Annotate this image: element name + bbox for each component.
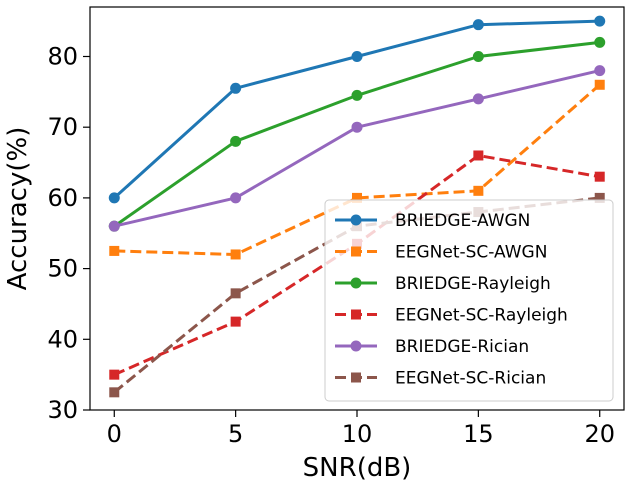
legend-box [324, 199, 614, 402]
data-point [351, 89, 363, 101]
data-point [472, 93, 484, 105]
legend-label: EEGNet-SC-AWGN [395, 243, 547, 263]
data-point [109, 369, 120, 380]
data-point [230, 288, 241, 299]
data-point [594, 65, 606, 77]
data-point [594, 36, 606, 48]
legend-label: BRIEDGE-Rayleigh [395, 274, 551, 294]
legend-label: BRIEDGE-Rician [395, 337, 529, 357]
legend-marker [351, 309, 361, 320]
series-line-0 [113, 19, 600, 200]
data-point [108, 220, 120, 232]
data-point [109, 245, 120, 256]
x-tick-label: 20 [584, 420, 615, 448]
legend-marker [351, 246, 361, 257]
data-point [473, 150, 484, 161]
legend-marker [350, 277, 362, 289]
y-tick-label: 70 [47, 113, 78, 141]
x-tick-label: 15 [463, 420, 494, 448]
x-axis-label: SNR(dB) [303, 453, 412, 483]
data-point [472, 19, 484, 31]
legend-marker [350, 340, 362, 352]
data-point [594, 192, 605, 203]
series-line-1 [114, 83, 601, 256]
data-point [230, 135, 242, 147]
y-tick-label: 40 [47, 325, 78, 353]
data-point [230, 82, 242, 94]
y-tick-label: 30 [47, 396, 78, 424]
legend-marker [351, 372, 361, 383]
x-tick-label: 5 [228, 420, 243, 448]
data-point [230, 249, 241, 260]
data-point [594, 15, 606, 27]
y-tick-label: 50 [47, 255, 78, 283]
legend: BRIEDGE-AWGN EEGNet-SC-AWGN BRIEDGE-Raylei… [324, 199, 614, 402]
data-point [473, 185, 484, 196]
data-point [594, 171, 605, 182]
data-point [109, 387, 120, 398]
data-point [352, 192, 362, 203]
data-point [472, 50, 484, 62]
data-point [351, 50, 363, 62]
legend-label: EEGNet-SC-Rayleigh [395, 306, 568, 326]
data-point [230, 192, 242, 204]
y-tick-label: 60 [47, 184, 78, 212]
axes: 0 5 10 15 20 30 40 50 60 70 80 [47, 6, 625, 448]
data-point [230, 316, 241, 327]
legend-label: EEGNet-SC-Rician [395, 369, 546, 389]
x-tick-label: 10 [342, 420, 373, 448]
x-tick-label: 0 [107, 420, 122, 448]
data-point [108, 192, 120, 204]
legend-marker [350, 214, 362, 226]
legend-label: BRIEDGE-AWGN [395, 211, 530, 231]
data-point [594, 79, 605, 90]
y-tick-label: 80 [47, 42, 78, 70]
y-axis-label: Accuracy(%) [3, 127, 33, 291]
data-point [351, 121, 363, 133]
